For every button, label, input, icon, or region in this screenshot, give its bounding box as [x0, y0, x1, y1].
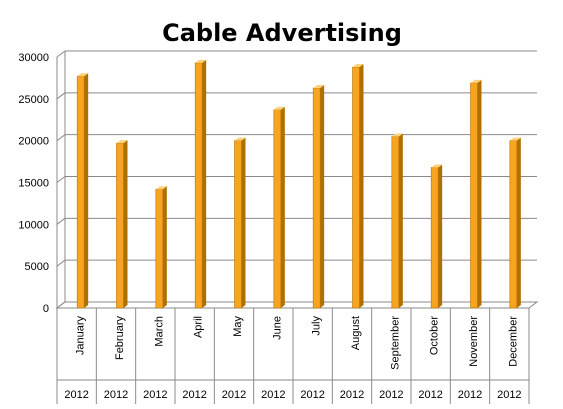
bar-front-1 — [116, 142, 124, 309]
y-tick-label-0: 0 — [43, 303, 49, 315]
bar-side-2 — [162, 186, 167, 308]
bar-6 — [312, 84, 325, 309]
gridline-depth-3 — [56, 176, 66, 183]
bar-top-7 — [352, 64, 364, 68]
x-group-label-10: 2012 — [458, 389, 482, 401]
x-category-label-9: October — [429, 316, 441, 355]
bar-0 — [76, 73, 89, 309]
x-category-label-6: July — [311, 316, 323, 336]
bar-4 — [234, 137, 246, 309]
bar-front-7 — [352, 66, 360, 309]
bar-front-9 — [430, 167, 439, 309]
bar-front-5 — [273, 109, 282, 309]
x-group-label-1: 2012 — [104, 389, 128, 401]
x-group-label-3: 2012 — [182, 389, 206, 401]
bar-front-2 — [155, 188, 164, 309]
axis-labels: 0 5000 10000 15000 20000 25000 30000 January 201… — [18, 52, 521, 401]
bar-front-10 — [470, 82, 478, 309]
gridlines — [55, 50, 539, 404]
y-tick-label-4: 20000 — [18, 136, 49, 148]
bar-top-5 — [273, 106, 285, 110]
x-category-label-7: August — [350, 316, 362, 350]
x-category-label-2: March — [153, 316, 165, 347]
bar-7 — [352, 64, 364, 309]
bar-top-6 — [313, 84, 325, 88]
bar-side-10 — [477, 79, 482, 308]
bar-top-11 — [509, 137, 521, 141]
x-category-label-5: June — [271, 316, 283, 340]
bar-1 — [116, 140, 128, 309]
x-category-label-4: May — [232, 316, 244, 337]
bar-10 — [470, 79, 482, 309]
gridline-depth-1 — [56, 259, 66, 267]
bar-side-7 — [359, 64, 364, 308]
y-tick-label-1: 5000 — [25, 261, 49, 273]
x-group-label-0: 2012 — [64, 389, 88, 401]
x-category-label-8: September — [389, 316, 401, 370]
bar-top-1 — [116, 140, 128, 144]
bar-side-1 — [123, 140, 128, 308]
x-category-label-10: November — [468, 316, 480, 367]
x-group-label-2: 2012 — [143, 389, 167, 401]
bar-11 — [509, 137, 521, 309]
bar-front-8 — [391, 136, 400, 309]
bar-front-11 — [509, 140, 518, 309]
x-category-label-1: February — [114, 316, 126, 361]
gridline-depth-6 — [56, 50, 66, 58]
bar-side-8 — [398, 133, 403, 308]
bar-side-6 — [320, 84, 325, 308]
bar-top-4 — [234, 137, 246, 141]
bar-2 — [155, 186, 167, 309]
x-group-label-9: 2012 — [418, 389, 442, 401]
bar-top-2 — [155, 186, 167, 190]
bar-9 — [430, 164, 443, 309]
floor — [55, 301, 539, 309]
bar-3 — [194, 59, 207, 309]
bar-side-0 — [84, 73, 89, 308]
x-group-label-6: 2012 — [300, 389, 324, 401]
bar-top-3 — [195, 59, 207, 63]
bar-side-4 — [241, 137, 246, 308]
bar-front-4 — [234, 140, 242, 309]
gridline-depth-4 — [56, 134, 66, 142]
x-category-label-3: April — [193, 316, 205, 338]
x-group-label-7: 2012 — [340, 389, 364, 401]
y-tick-label-6: 30000 — [18, 52, 49, 64]
bar-side-3 — [202, 59, 207, 309]
y-tick-label-3: 15000 — [18, 178, 49, 190]
bars — [76, 59, 521, 309]
bar-front-0 — [76, 75, 85, 309]
gridline-depth-5 — [56, 92, 66, 100]
x-category-label-0: January — [75, 316, 87, 356]
y-tick-label-2: 10000 — [18, 219, 49, 231]
bar-side-11 — [516, 137, 521, 308]
y-tick-label-5: 25000 — [18, 94, 49, 106]
gridline-depth-2 — [56, 217, 66, 225]
bar-top-8 — [391, 133, 403, 137]
x-category-label-11: December — [507, 316, 519, 367]
bar-8 — [391, 133, 403, 309]
x-group-label-8: 2012 — [379, 389, 403, 401]
bar-top-9 — [431, 164, 443, 168]
chart-title: Cable Advertising — [162, 19, 402, 47]
x-group-label-5: 2012 — [261, 389, 285, 401]
x-group-label-11: 2012 — [497, 389, 521, 401]
bar-top-0 — [77, 73, 89, 77]
bar-top-10 — [470, 79, 482, 83]
bar-front-3 — [194, 62, 203, 309]
bar-side-5 — [280, 106, 285, 309]
bar-front-6 — [312, 87, 321, 309]
bar-side-9 — [438, 164, 443, 308]
bar-5 — [273, 106, 285, 309]
x-group-label-4: 2012 — [222, 389, 246, 401]
